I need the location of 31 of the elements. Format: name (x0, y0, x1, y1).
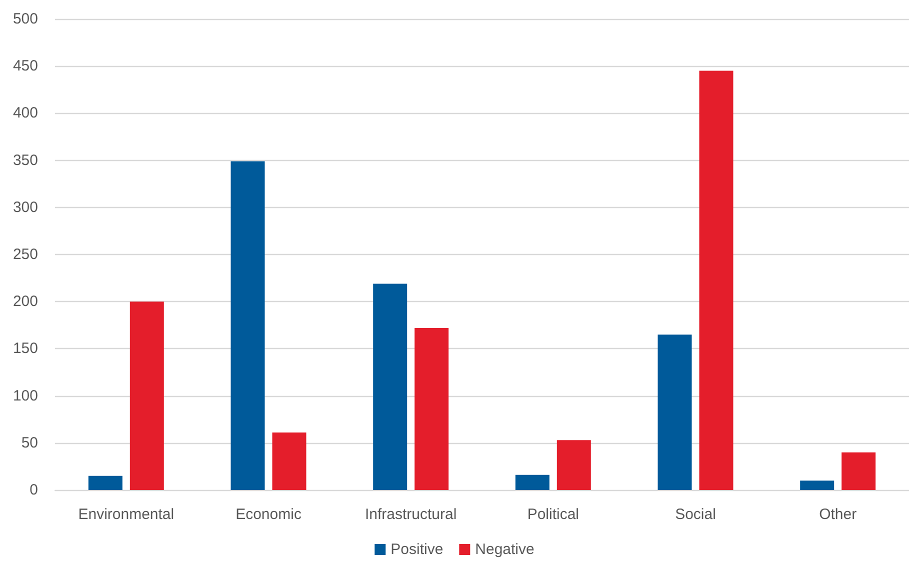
y-tick-label: 350 (12, 152, 38, 169)
x-tick-label: Other (819, 506, 857, 523)
bar (272, 432, 306, 490)
bar (800, 480, 834, 490)
y-tick-label: 500 (12, 10, 38, 28)
bar (658, 334, 692, 490)
bar (130, 302, 164, 490)
x-tick-label: Political (527, 506, 580, 523)
bar (230, 161, 265, 490)
x-tick-label: Infrastructural (364, 506, 457, 523)
y-tick-label: 400 (12, 104, 38, 122)
legend-label: Positive (390, 541, 444, 558)
x-tick-label: Economic (236, 506, 302, 523)
y-tick-label: 0 (30, 482, 38, 498)
y-tick-label: 100 (12, 387, 38, 404)
bar (556, 440, 591, 490)
y-tick-label: 200 (12, 293, 38, 310)
x-tick-label: Social (675, 506, 716, 523)
bar (414, 328, 449, 490)
bar (515, 474, 550, 490)
y-tick-label: 250 (12, 246, 38, 263)
legend-label: Negative (475, 541, 534, 558)
bar (842, 452, 876, 490)
y-tick-label: 450 (12, 58, 38, 75)
bar (88, 476, 122, 490)
y-tick-label: 300 (12, 198, 38, 216)
bar (699, 70, 734, 490)
x-tick-label: Environmental (78, 506, 174, 523)
y-tick-label: 150 (12, 340, 38, 358)
y-tick-label: 50 (21, 434, 38, 452)
bar (373, 284, 408, 490)
